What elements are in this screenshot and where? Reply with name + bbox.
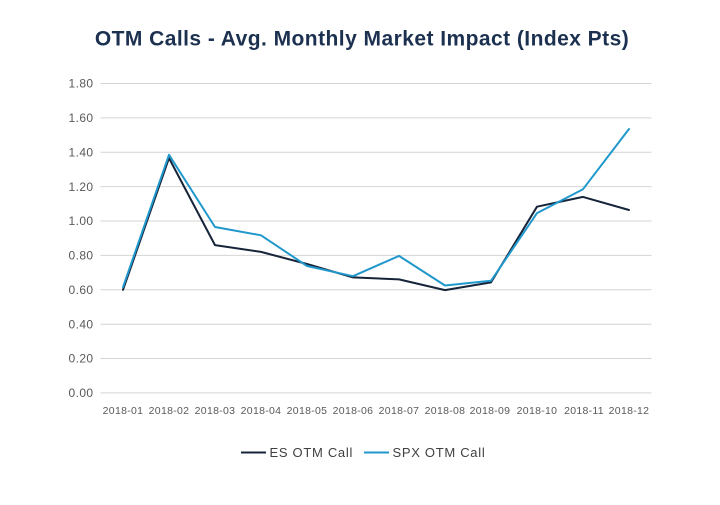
svg-text:1.00: 1.00 <box>69 214 94 228</box>
svg-text:2018-09: 2018-09 <box>470 405 511 417</box>
svg-text:2018-12: 2018-12 <box>609 405 650 417</box>
svg-text:0.80: 0.80 <box>69 249 94 263</box>
svg-text:0.60: 0.60 <box>69 283 94 297</box>
svg-text:2018-03: 2018-03 <box>195 405 236 417</box>
svg-text:ES OTM Call: ES OTM Call <box>270 445 354 460</box>
svg-text:2018-11: 2018-11 <box>564 405 604 417</box>
svg-text:1.60: 1.60 <box>69 111 94 125</box>
svg-text:SPX OTM Call: SPX OTM Call <box>393 445 486 460</box>
svg-text:1.80: 1.80 <box>69 77 94 91</box>
svg-text:2018-02: 2018-02 <box>149 405 190 417</box>
svg-text:2018-04: 2018-04 <box>241 405 282 417</box>
svg-text:2018-05: 2018-05 <box>287 405 328 417</box>
svg-text:2018-08: 2018-08 <box>425 405 466 417</box>
svg-text:2018-06: 2018-06 <box>333 405 374 417</box>
svg-text:2018-10: 2018-10 <box>517 405 558 417</box>
svg-text:OTM Calls - Avg. Monthly Marke: OTM Calls - Avg. Monthly Market Impact (… <box>95 28 629 51</box>
svg-text:0.20: 0.20 <box>69 352 94 366</box>
svg-text:0.40: 0.40 <box>69 317 94 331</box>
svg-text:2018-07: 2018-07 <box>379 405 420 417</box>
svg-text:1.40: 1.40 <box>69 146 94 160</box>
svg-text:0.00: 0.00 <box>69 386 94 400</box>
svg-text:1.20: 1.20 <box>69 180 94 194</box>
svg-text:2018-01: 2018-01 <box>103 405 144 417</box>
